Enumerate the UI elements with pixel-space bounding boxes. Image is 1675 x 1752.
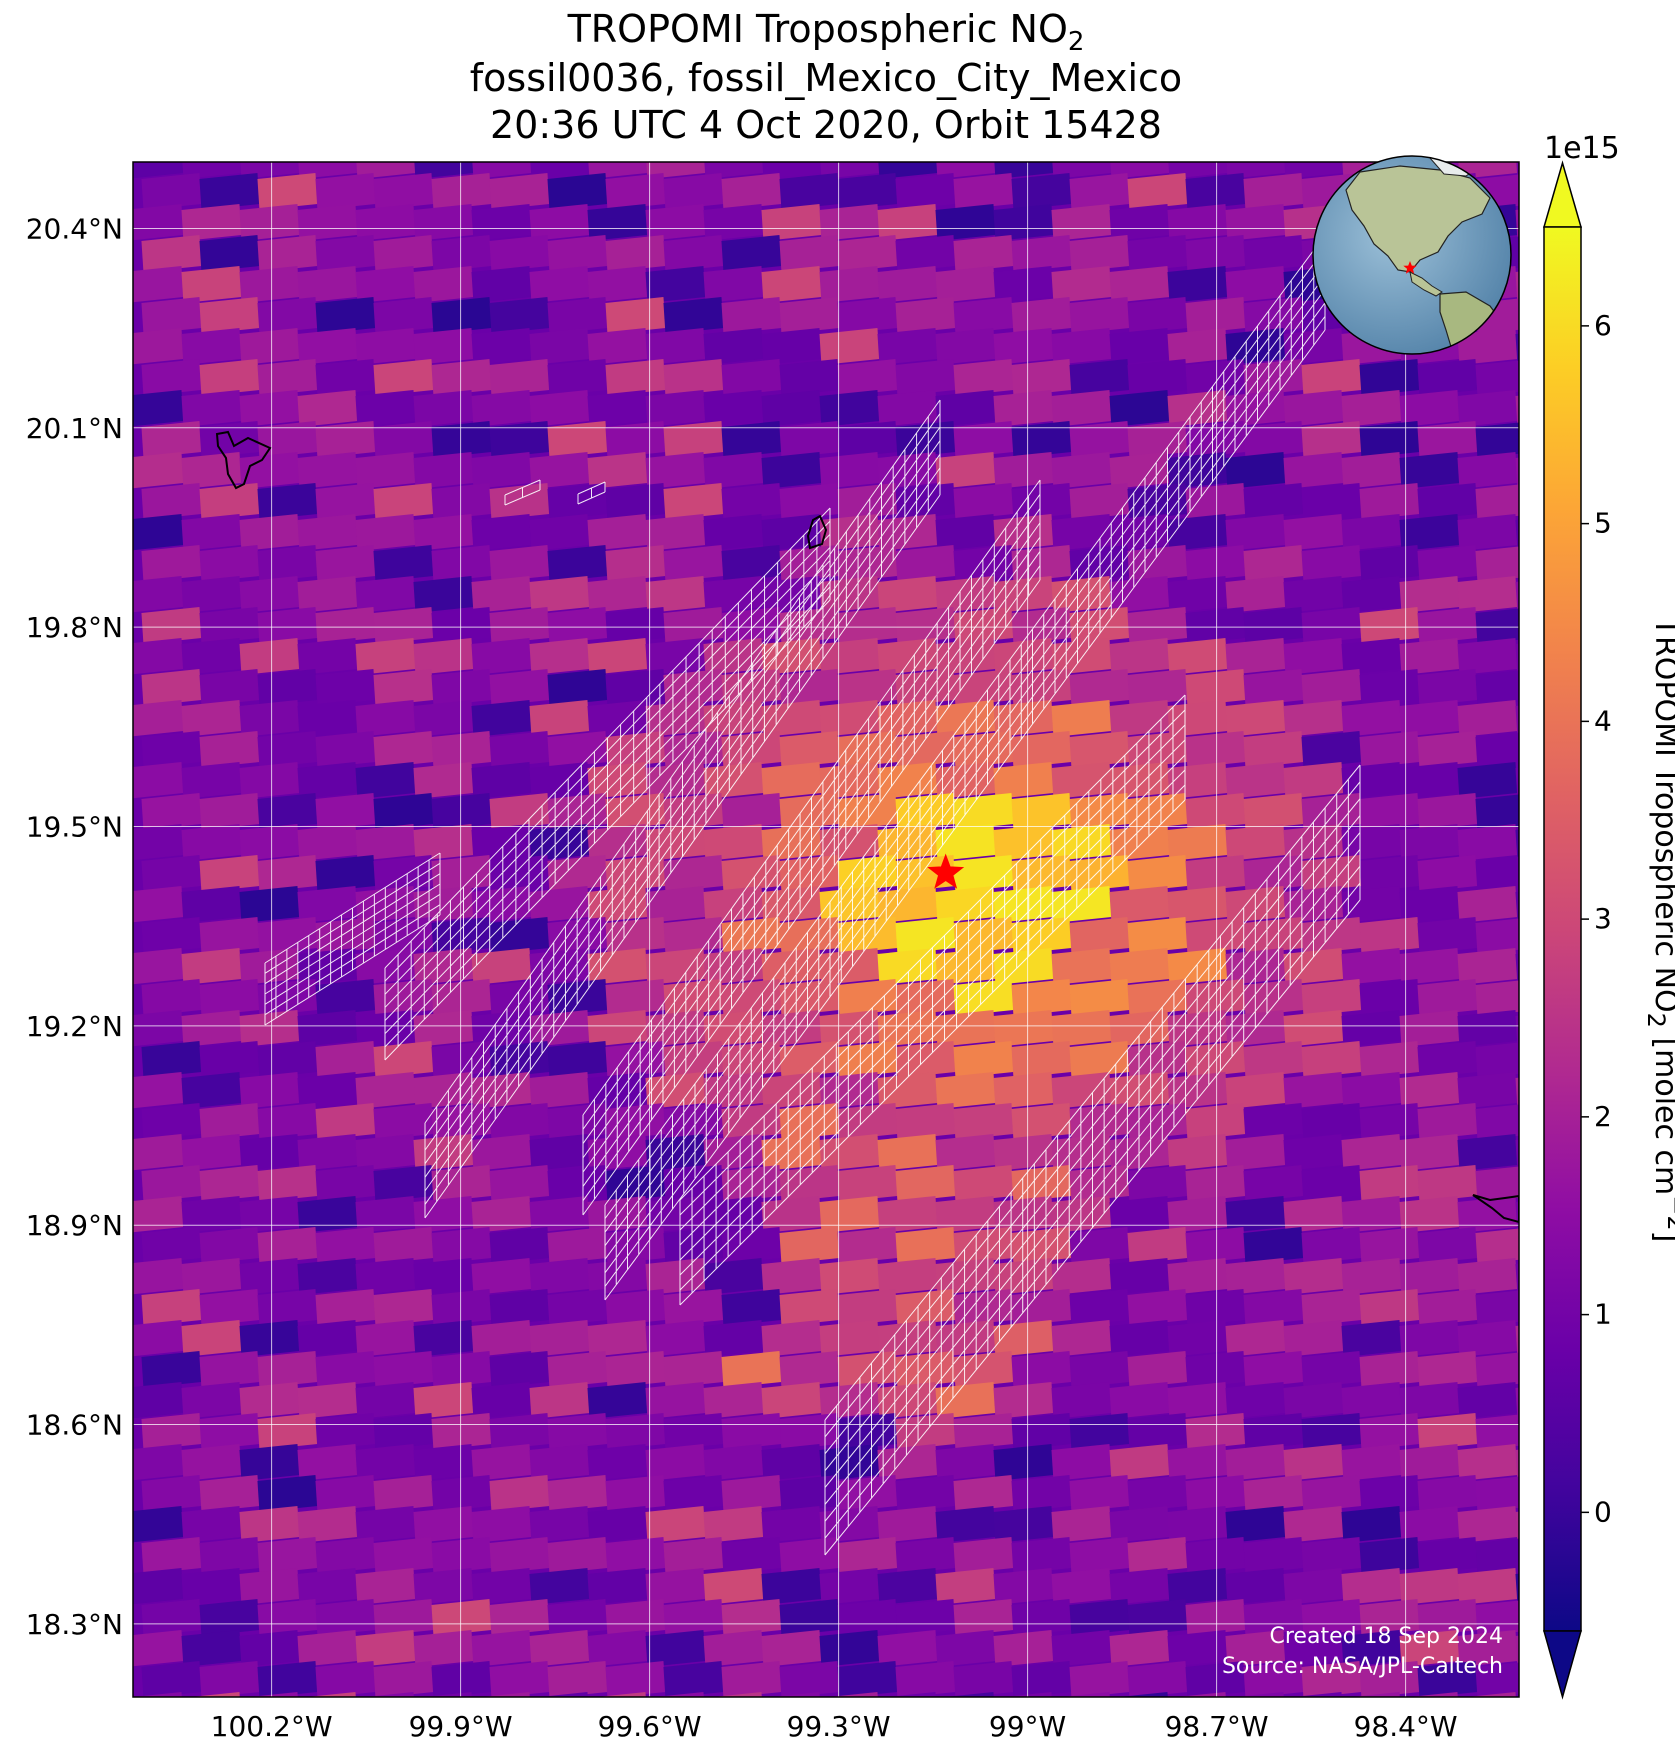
colorbar-tick-label: 3: [1594, 902, 1612, 935]
central-america-landmass: [1409, 271, 1443, 297]
lon-tick-label: 99.9°W: [409, 1710, 513, 1743]
title-line-2: fossil0036, fossil_Mexico_City_Mexico: [470, 56, 1182, 100]
lon-tick-label: 98.4°W: [1354, 1710, 1458, 1743]
source-credit: Source: NASA/JPL-Caltech: [1222, 1654, 1503, 1679]
lat-tick-label: 18.9°N: [26, 1209, 123, 1242]
latitude-tick-labels: 20.4°N 20.1°N 19.8°N 19.5°N 19.2°N 18.9°N 18.6…: [26, 212, 123, 1640]
title-line-3: 20:36 UTC 4 Oct 2020, Orbit 15428: [490, 103, 1162, 147]
lat-tick-label: 18.6°N: [26, 1409, 123, 1442]
colorbar-tick-label: 0: [1594, 1495, 1612, 1528]
swath-4: [582, 479, 1041, 1216]
lat-tick-label: 19.2°N: [26, 1010, 123, 1043]
colorbar-tick-label: 1: [1594, 1298, 1612, 1331]
footprint-swaths: [264, 234, 1361, 1556]
swath-3: [424, 399, 941, 1219]
colorbar-tick-label: 4: [1594, 704, 1612, 737]
colorbar-extend-min: [1543, 1630, 1582, 1700]
lon-tick-label: 99.3°W: [787, 1710, 891, 1743]
colorbar-gradient: [1543, 226, 1582, 1632]
colorbar-ticks: 0 1 2 3 4 5 6: [1581, 309, 1612, 1528]
colorbar: 0 1 2 3 4 5 6 1e15 TROPOMI Tropospheric NO2 [m…: [1543, 131, 1675, 1700]
swath-1: [264, 852, 441, 1026]
colorbar-exponent: 1e15: [1544, 131, 1620, 166]
map-frame: [132, 161, 1520, 1698]
lat-tick-label: 19.5°N: [26, 811, 123, 844]
colorbar-tick-label: 6: [1594, 309, 1612, 342]
swath-fragment-a: [504, 479, 541, 506]
coastline-left: [215, 430, 272, 490]
globe-star-icon: [1403, 261, 1417, 274]
lon-tick-label: 99°W: [989, 1710, 1066, 1743]
lon-tick-label: 100.2°W: [211, 1710, 333, 1743]
colorbar-tick-label: 5: [1594, 507, 1612, 540]
no2-pixel-layer: [133, 162, 1519, 1697]
lon-tick-label: 99.6°W: [598, 1710, 702, 1743]
swath-6: [679, 694, 1186, 1306]
colorbar-tick-label: 2: [1594, 1100, 1612, 1133]
lat-tick-label: 20.4°N: [26, 212, 123, 245]
swath-7: [824, 764, 1361, 1556]
north-america-landmass: [1345, 165, 1491, 273]
swath-fragment-b: [577, 481, 606, 505]
title-line-1: TROPOMI Tropospheric NO2: [567, 7, 1085, 57]
created-date: Created 18 Sep 2024: [1270, 1624, 1504, 1649]
lat-tick-label: 19.8°N: [26, 611, 123, 644]
source-star: [927, 853, 965, 889]
lon-tick-label: 98.7°W: [1165, 1710, 1269, 1743]
swath-2: [384, 507, 831, 1061]
map-panel: Created 18 Sep 2024 Source: NASA/JPL-Cal…: [133, 162, 1519, 1697]
coastline-right: [1472, 1194, 1519, 1224]
lat-tick-label: 18.3°N: [26, 1608, 123, 1641]
colorbar-title: TROPOMI Tropospheric NO2 [molec cm−2]: [1642, 617, 1675, 1243]
coastline-center: [806, 514, 828, 550]
longitude-tick-labels: 100.2°W 99.9°W 99.6°W 99.3°W 99°W 98.7°W 98.4°…: [211, 1710, 1458, 1743]
colorbar-extend-max: [1543, 160, 1582, 228]
lat-tick-label: 20.1°N: [26, 412, 123, 445]
